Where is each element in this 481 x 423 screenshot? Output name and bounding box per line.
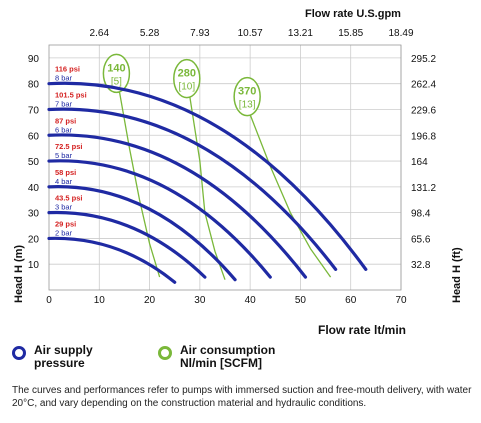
x-tick-label: 70 <box>395 295 407 306</box>
y-tick-label: 10 <box>28 260 40 271</box>
y-tick-label: 50 <box>28 157 40 168</box>
bar-label: 8 bar <box>55 74 73 83</box>
air-pressure-curve <box>47 159 272 279</box>
legend-air-supply-label: Air supply pressure <box>34 343 93 370</box>
legend-air-consumption: Air consumption Nl/min [SCFM] <box>158 344 275 370</box>
legend-air-consumption-label: Air consumption Nl/min [SCFM] <box>180 343 276 370</box>
x-tick-label: 0 <box>46 295 52 306</box>
y-tick-label: 30 <box>28 209 40 220</box>
x-top-tick-label: 5.28 <box>140 28 160 39</box>
y-right-tick-label: 32.8 <box>411 260 431 271</box>
air-consumption-value: 140 <box>107 62 125 74</box>
x-tick-label: 20 <box>144 295 156 306</box>
x-tick-label: 50 <box>295 295 307 306</box>
air-consumption-bubble <box>233 76 261 117</box>
y-tick-label: 90 <box>28 54 40 65</box>
air-pressure-curves <box>47 81 368 284</box>
y-right-tick-label: 295.2 <box>411 54 436 65</box>
bar-label: 3 bar <box>55 203 73 212</box>
psi-label: 116 psi <box>55 65 80 74</box>
bar-label: 4 bar <box>55 177 73 186</box>
footnote: The curves and performances refer to pum… <box>12 385 472 409</box>
air-consumption-curve <box>249 114 332 278</box>
x-tick-label: 10 <box>94 295 106 306</box>
air-consumption-value: 280 <box>178 68 196 80</box>
legend-air-supply: Air supply pressure <box>12 344 93 370</box>
air-consumption-curve <box>118 91 161 278</box>
y-right-tick-label: 196.8 <box>411 131 436 142</box>
air-consumption-scfm: [5] <box>111 76 122 87</box>
y-right-tick-label: 65.6 <box>411 234 431 245</box>
x-top-tick-label: 15.85 <box>338 28 363 39</box>
psi-label: 101.5 psi <box>55 90 87 99</box>
axis-ticks: 0 10 20 30 40 50 60 70 2.64 5.28 7.93 10.57 13.21 15.… <box>28 28 437 306</box>
y-tick-label: 70 <box>28 105 40 116</box>
x-top-tick-label: 18.49 <box>388 28 413 39</box>
air-pressure-curve <box>47 236 177 284</box>
y-tick-label: 20 <box>28 234 40 245</box>
grid <box>48 44 402 291</box>
y-right-tick-label: 131.2 <box>411 183 436 194</box>
psi-label: 72.5 psi <box>55 142 83 151</box>
bar-label: 2 bar <box>55 228 73 237</box>
y-right-tick-label: 164 <box>411 157 428 168</box>
plot-frame <box>48 44 402 291</box>
bar-label: 6 bar <box>55 125 73 134</box>
air-supply-ring-icon <box>12 346 26 360</box>
air-pressure-curve <box>47 210 207 279</box>
y-axis-left-title: Head H (m) <box>13 245 25 303</box>
air-consumption-curves: 140 [5] 280 [10] 370 [13] <box>102 53 332 280</box>
air-consumption-scfm: [13] <box>239 100 256 111</box>
psi-label: 43.5 psi <box>55 194 83 203</box>
y-tick-label: 60 <box>28 131 40 142</box>
air-consumption-ring-icon <box>158 346 172 360</box>
x-tick-label: 60 <box>345 295 357 306</box>
air-consumption-bubble <box>173 58 201 99</box>
y-right-tick-label: 98.4 <box>411 209 431 220</box>
y-tick-label: 80 <box>28 80 40 91</box>
x-tick-label: 40 <box>245 295 257 306</box>
y-right-tick-label: 229.6 <box>411 105 436 116</box>
y-tick-label: 40 <box>28 183 40 194</box>
x-top-tick-label: 2.64 <box>90 28 110 39</box>
air-consumption-scfm: [10] <box>178 82 195 93</box>
air-pressure-curve <box>47 185 237 282</box>
x-axis-title: Flow rate lt/min <box>318 323 406 337</box>
y-right-tick-label: 262.4 <box>411 80 436 91</box>
y-axis-right-title: Head H (ft) <box>451 247 463 303</box>
psi-label: 58 psi <box>55 168 76 177</box>
psi-label: 87 psi <box>55 116 76 125</box>
x-tick-label: 30 <box>194 295 206 306</box>
bar-label: 7 bar <box>55 99 73 108</box>
air-pressure-curve <box>47 107 338 271</box>
x-top-tick-label: 13.21 <box>288 28 313 39</box>
x-top-tick-label: 10.57 <box>238 28 263 39</box>
legend: Air supply pressure Air consumption Nl/m… <box>8 344 478 384</box>
air-pressure-curve <box>47 81 368 271</box>
air-pressure-curve <box>47 133 308 279</box>
bar-label: 5 bar <box>55 151 73 160</box>
air-consumption-bubble <box>102 53 131 94</box>
x-axis-top-title: Flow rate U.S.gpm <box>305 8 401 20</box>
psi-label: 29 psi <box>55 219 76 228</box>
x-top-tick-label: 7.93 <box>190 28 210 39</box>
air-consumption-value: 370 <box>238 86 256 98</box>
